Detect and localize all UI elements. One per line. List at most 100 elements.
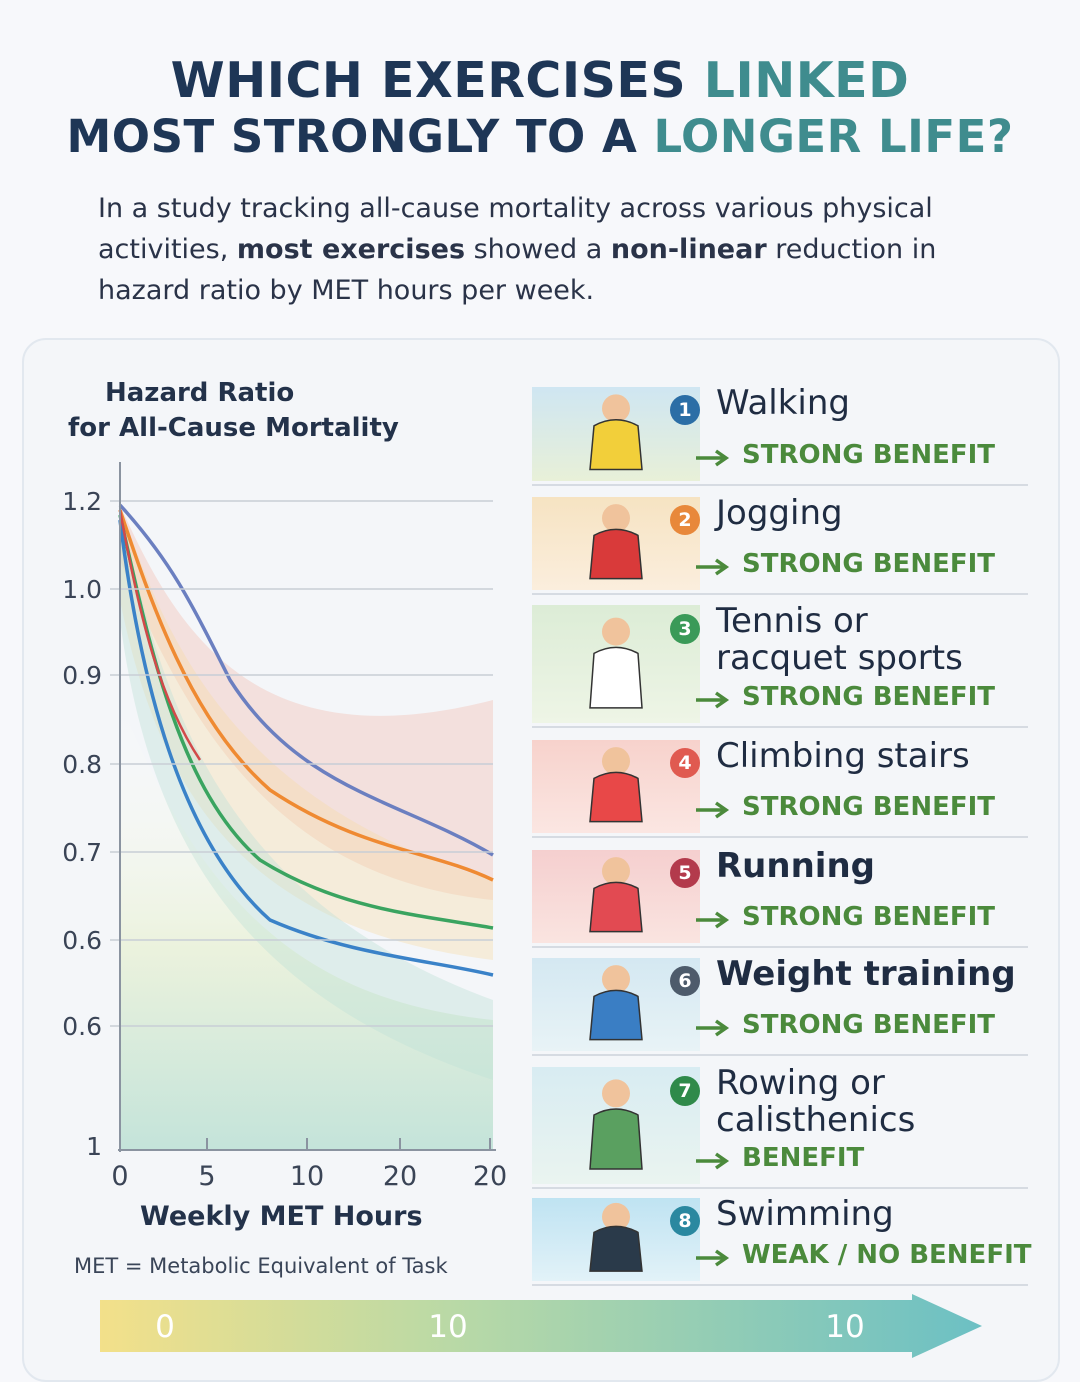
title-segment: LINKED: [703, 52, 910, 109]
subtitle-segment: showed a: [465, 234, 611, 265]
figure: [589, 504, 643, 580]
activity-name-line: Running: [716, 846, 875, 886]
activity-name: Jogging: [716, 495, 843, 532]
activity-number: 6: [670, 966, 700, 996]
title-line: MOST STRONGLY TO A LONGER LIFE?: [0, 110, 1080, 163]
activity-name-line: Jogging: [716, 493, 843, 533]
activity-name: Tennis or racquet sports: [716, 603, 963, 677]
activity-item: 2 Jogging STRONG BENEFIT: [532, 495, 1028, 595]
figure: [589, 747, 643, 823]
x-tick-label: 20: [473, 1161, 507, 1192]
activity-illustration: [532, 958, 700, 1051]
title-segment: LONGER LIFE?: [653, 110, 1014, 163]
activity-name: Rowing or calisthenics: [716, 1065, 915, 1139]
y-tick-label: 0.9: [62, 661, 102, 690]
note: MET = Metabolic Equivalent of Task: [74, 1254, 448, 1278]
figure: [589, 394, 643, 471]
activity-item: 4 Climbing stairs STRONG BENEFIT: [532, 738, 1028, 838]
scale-label: 0: [155, 1309, 175, 1345]
activity-name-line: racquet sports: [716, 638, 963, 678]
activity-benefit: STRONG BENEFIT: [742, 440, 996, 470]
arrow-icon: [696, 449, 730, 467]
scale-label: 10: [428, 1309, 467, 1345]
activity-number: 5: [670, 858, 700, 888]
arrow-icon: [696, 1019, 730, 1037]
activity-name: Walking: [716, 385, 850, 422]
subtitle-segment: reduction in hazard ratio by MET hours p…: [98, 234, 937, 306]
arrow-icon: [696, 911, 730, 929]
subtitle-segment: most exercises: [236, 234, 466, 265]
figure: [589, 617, 643, 709]
arrow-icon: [696, 801, 730, 819]
y-tick-label: 1: [86, 1132, 102, 1161]
activity-name-line: Swimming: [716, 1194, 894, 1234]
benefit-arrow: [694, 557, 734, 577]
activity-benefit: STRONG BENEFIT: [742, 902, 996, 932]
title-line: WHICH EXERCISES LINKED: [0, 52, 1080, 109]
activity-benefit: STRONG BENEFIT: [742, 1010, 996, 1040]
activity-benefit: STRONG BENEFIT: [742, 549, 996, 579]
activity-name-line: Walking: [716, 383, 850, 423]
benefit-arrow: [694, 800, 734, 820]
figure: [589, 857, 643, 933]
curves: [118, 503, 494, 977]
title-segment: MOST STRONGLY TO A: [66, 110, 654, 163]
activity-benefit: STRONG BENEFIT: [742, 792, 996, 822]
activity-name-line: Tennis or: [716, 601, 868, 641]
figure: [589, 965, 643, 1041]
activity-number: 7: [670, 1076, 700, 1106]
x-axis-label: Weekly MET Hours: [140, 1201, 423, 1232]
x-tick-label: 20: [383, 1161, 417, 1192]
arrow-icon: [696, 1249, 730, 1267]
title-segment: WHICH EXERCISES: [170, 52, 704, 109]
activity-item: 5 Running STRONG BENEFIT: [532, 846, 1028, 948]
activity-item: 7 Rowing or calisthenics BENEFIT: [532, 1065, 1028, 1189]
grid: [110, 500, 493, 1027]
benefit-arrow: [694, 1018, 734, 1038]
scale-bar: [100, 1294, 982, 1358]
figure: [589, 1202, 643, 1272]
subtitle: In a study tracking all-cause mortality …: [98, 188, 1018, 311]
activity-number: 1: [670, 395, 700, 425]
x-tick-label: 10: [290, 1161, 324, 1192]
y-axis-label: Hazard Ratio: [105, 378, 295, 408]
activity-name-line: Climbing stairs: [716, 736, 970, 776]
y-tick-label: 0.8: [62, 750, 102, 779]
activity-number: 4: [670, 748, 700, 778]
y-tick-label: 0.6: [62, 926, 102, 955]
activity-name: Climbing stairs: [716, 738, 970, 775]
activity-name-line: Rowing or: [716, 1063, 885, 1103]
plot-decoration: [120, 505, 493, 1150]
activity-benefit: WEAK / NO BENEFIT: [742, 1240, 1032, 1270]
activity-illustration: [532, 387, 700, 481]
activity-benefit: STRONG BENEFIT: [742, 682, 996, 712]
benefit-arrow: [694, 690, 734, 710]
y-tick-label: 0.6: [62, 1012, 102, 1041]
benefit-arrow: [694, 910, 734, 930]
activity-number: 8: [670, 1206, 700, 1236]
arrow-icon: [696, 558, 730, 576]
activity-benefit: BENEFIT: [742, 1143, 865, 1173]
activity-number: 2: [670, 505, 700, 535]
benefit-arrow: [694, 1248, 734, 1268]
y-tick-label: 0.7: [62, 838, 102, 867]
arrow-icon: [696, 1152, 730, 1170]
activity-item: 1 Walking STRONG BENEFIT: [532, 385, 1028, 486]
figure: [589, 1079, 643, 1170]
arrow-icon: [696, 691, 730, 709]
y-tick-label: 1.2: [62, 487, 102, 516]
x-tick-label: 5: [198, 1161, 215, 1192]
activity-number: 3: [670, 614, 700, 644]
x-tick-label: 0: [111, 1161, 128, 1192]
y-tick-label: 1.0: [62, 575, 102, 604]
benefit-arrow: [694, 448, 734, 468]
activity-name: Weight training: [716, 956, 1016, 993]
benefit-arrow: [694, 1151, 734, 1171]
scale-label: 10: [825, 1309, 864, 1345]
subtitle-segment: non-linear: [610, 234, 767, 265]
activity-name-line: calisthenics: [716, 1100, 916, 1140]
activity-item: 3 Tennis or racquet sports STRONG BENEFIT: [532, 603, 1028, 728]
activity-item: 6 Weight training STRONG BENEFIT: [532, 956, 1028, 1056]
activity-name: Swimming: [716, 1196, 894, 1233]
